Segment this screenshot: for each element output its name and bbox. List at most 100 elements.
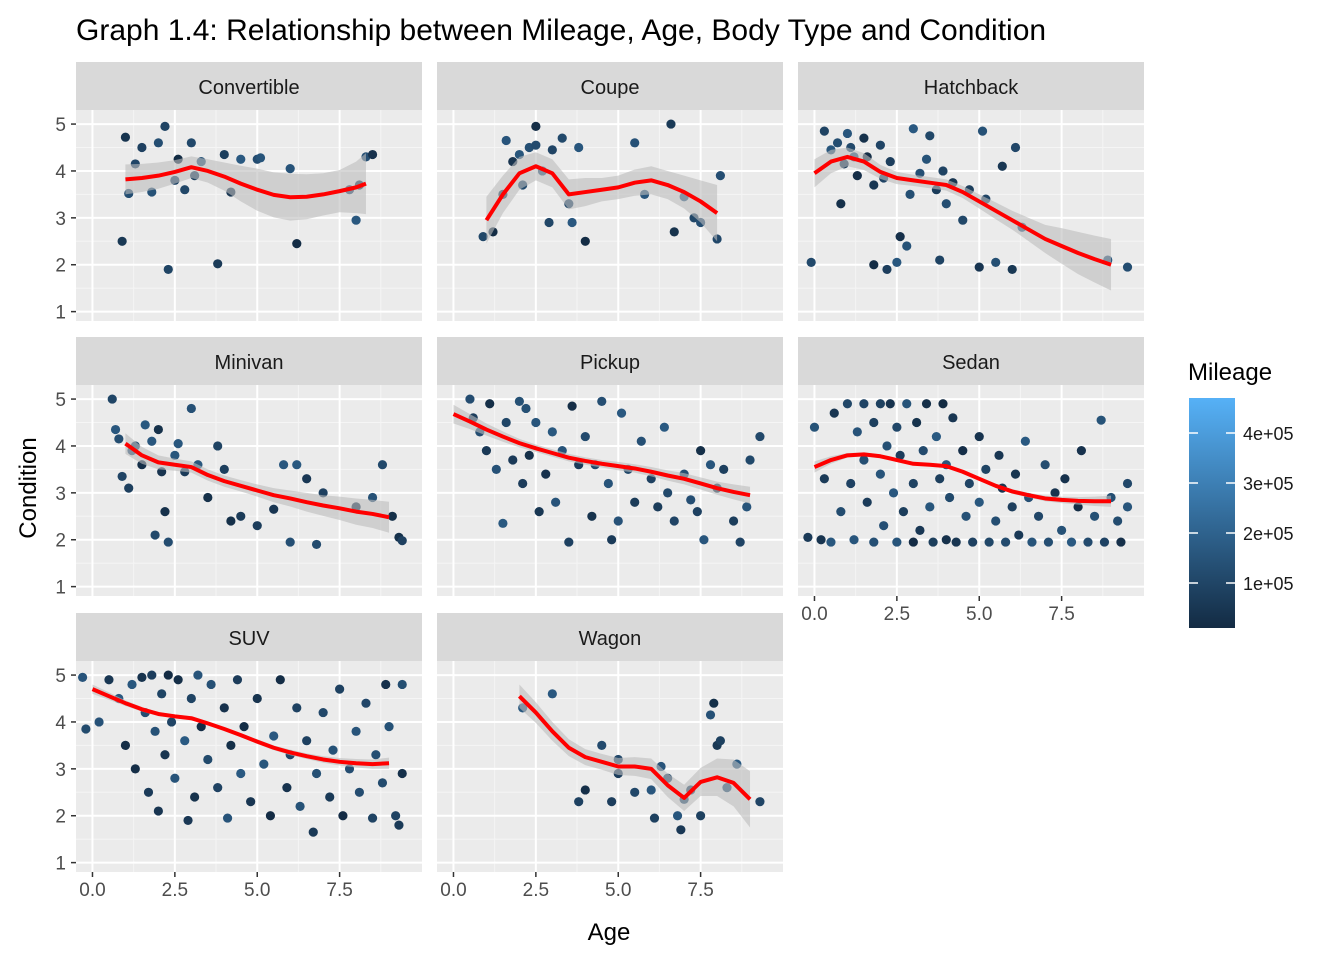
data-point [117, 471, 127, 482]
panel-coupe: Coupe [437, 62, 783, 321]
data-point [394, 820, 404, 830]
data-point [938, 399, 948, 409]
smooth-line [91, 687, 390, 767]
data-point [498, 518, 508, 528]
data-point [222, 813, 233, 823]
facet-strip [76, 613, 422, 661]
data-point [120, 740, 131, 751]
panel-background [76, 110, 422, 321]
facet-strip [798, 62, 1144, 110]
data-point [203, 754, 213, 765]
data-point [186, 403, 196, 414]
data-point [705, 710, 716, 720]
data-point [269, 731, 279, 741]
smooth-line [124, 441, 390, 520]
x-tick-label: 2.5 [523, 880, 549, 901]
facet-strip-label: Minivan [215, 352, 284, 374]
y-tick-label: 5 [55, 666, 66, 687]
data-point [371, 750, 381, 760]
data-point [1040, 460, 1050, 470]
data-point [895, 232, 905, 242]
data-point [173, 675, 183, 685]
smooth-line [484, 164, 719, 222]
data-point [246, 797, 256, 807]
facet-panels: Convertible 1 2 3 4 5 Coupe Hatchback Minivan 1 2 3… [55, 62, 1144, 901]
data-point [292, 239, 302, 249]
y-tick-label: 5 [55, 115, 66, 136]
data-point [875, 399, 885, 409]
data-point [213, 441, 223, 451]
data-point [879, 521, 889, 531]
y-tick-label: 3 [55, 760, 66, 781]
y-tick-label: 1 [55, 578, 66, 599]
data-point [219, 149, 229, 160]
data-point [991, 516, 1001, 526]
facet-strip-label: Convertible [198, 77, 299, 99]
data-point [147, 670, 157, 680]
panel-background [798, 110, 1144, 321]
data-point [653, 502, 663, 512]
data-point [255, 153, 266, 163]
data-point [531, 121, 541, 132]
confidence-band [125, 433, 390, 533]
data-point [354, 787, 364, 797]
data-point [551, 497, 561, 507]
data-point [213, 783, 223, 793]
data-point [613, 516, 623, 526]
data-point [163, 537, 173, 547]
data-point [236, 768, 246, 779]
data-point [157, 689, 167, 699]
data-point [1122, 502, 1133, 512]
data-point [170, 450, 180, 460]
legend-break-label: 4e+05 [1243, 424, 1294, 444]
data-point [173, 439, 183, 449]
data-point [948, 413, 958, 423]
data-point [941, 535, 951, 545]
data-point [832, 138, 843, 148]
data-point [107, 394, 117, 404]
data-point [630, 787, 640, 797]
data-point [603, 478, 613, 489]
y-tick-label: 3 [55, 209, 66, 230]
data-point [501, 417, 511, 428]
y-axis-title: Condition [15, 437, 42, 538]
x-tick-label: 2.5 [162, 880, 188, 901]
data-point [921, 154, 932, 164]
data-point [104, 675, 114, 685]
data-point [898, 507, 909, 517]
data-point [127, 679, 137, 690]
facet-strip [437, 62, 783, 110]
data-point [944, 492, 955, 503]
data-point [709, 698, 719, 708]
facet-strip [76, 62, 422, 110]
data-point [150, 726, 160, 736]
data-point [686, 495, 696, 505]
chart-title: Graph 1.4: Relationship between Mileage,… [76, 14, 1046, 47]
data-point [826, 537, 836, 547]
data-point [869, 260, 879, 270]
data-point [311, 539, 322, 550]
data-point [196, 722, 206, 732]
data-point [163, 670, 173, 680]
data-point [869, 417, 879, 428]
data-point [236, 154, 246, 164]
data-point [964, 478, 974, 489]
data-point [265, 811, 276, 821]
data-point [842, 128, 853, 139]
panel-sedan: Sedan 0.0 2.5 5.0 7.5 [798, 337, 1144, 625]
data-point [150, 530, 160, 540]
facet-strip-label: Hatchback [924, 77, 1019, 99]
data-point [491, 464, 501, 474]
data-point [137, 672, 147, 683]
data-point [888, 488, 899, 498]
facet-strip-label: Sedan [942, 352, 1000, 374]
legend-title: Mileage [1188, 359, 1272, 386]
data-point [852, 427, 862, 437]
data-point [755, 797, 765, 807]
data-point [124, 483, 134, 493]
x-tick-label: 0.0 [440, 880, 466, 901]
data-point [669, 516, 679, 526]
data-point [94, 717, 104, 727]
data-point [1099, 537, 1110, 547]
data-point [292, 460, 302, 470]
